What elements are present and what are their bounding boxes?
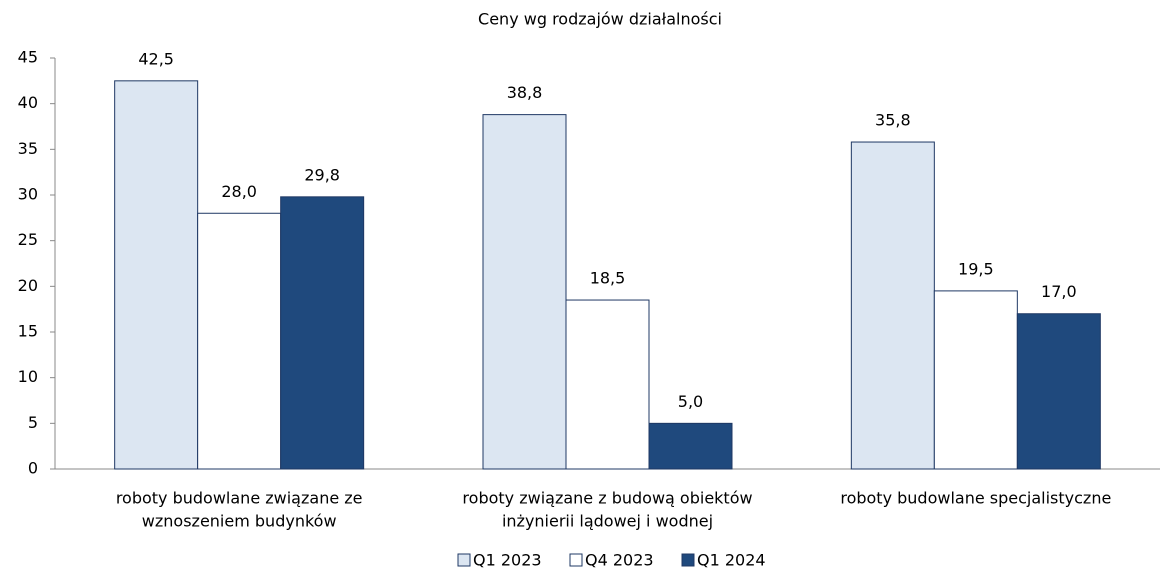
x-tick-label: roboty budowlane związane ze	[116, 489, 363, 508]
legend-label: Q4 2023	[585, 551, 654, 570]
legend-marker	[457, 553, 471, 567]
value-label: 28,0	[221, 182, 257, 201]
y-tick-label: 20	[18, 276, 38, 295]
value-label: 42,5	[138, 49, 174, 68]
y-tick-label: 30	[18, 185, 38, 204]
legend-marker	[681, 553, 695, 567]
legend-label: Q1 2023	[473, 551, 542, 570]
bar	[648, 422, 733, 470]
y-tick-label: 0	[28, 459, 38, 478]
y-tick-label: 15	[18, 322, 38, 341]
bar	[114, 80, 199, 470]
bar	[280, 196, 365, 470]
x-tick-label: roboty związane z budową obiektów	[462, 489, 752, 508]
value-label: 29,8	[304, 165, 340, 184]
value-label: 38,8	[507, 83, 543, 102]
x-tick-label: roboty budowlane specjalistyczne	[840, 489, 1111, 508]
y-tick-label: 45	[18, 48, 38, 67]
bar	[565, 299, 650, 470]
value-label: 19,5	[958, 259, 994, 278]
bar	[482, 114, 567, 470]
bar	[850, 141, 935, 470]
legend-marker	[569, 553, 583, 567]
legend-label: Q1 2024	[697, 551, 766, 570]
chart-title: Ceny wg rodzajów działalności	[478, 10, 722, 29]
bar	[1016, 313, 1101, 470]
y-tick-label: 35	[18, 139, 38, 158]
y-tick-label: 5	[28, 413, 38, 432]
value-label: 35,8	[875, 111, 911, 130]
bar	[933, 290, 1018, 470]
value-label: 18,5	[590, 269, 626, 288]
value-label: 17,0	[1041, 282, 1077, 301]
x-tick-label: inżynierii lądowej i wodnej	[502, 512, 713, 531]
y-tick-label: 25	[18, 230, 38, 249]
value-label: 5,0	[678, 392, 703, 411]
y-tick-label: 40	[18, 93, 38, 112]
x-tick-label: wznoszeniem budynków	[142, 512, 337, 531]
bar	[197, 212, 282, 470]
y-tick-label: 10	[18, 367, 38, 386]
